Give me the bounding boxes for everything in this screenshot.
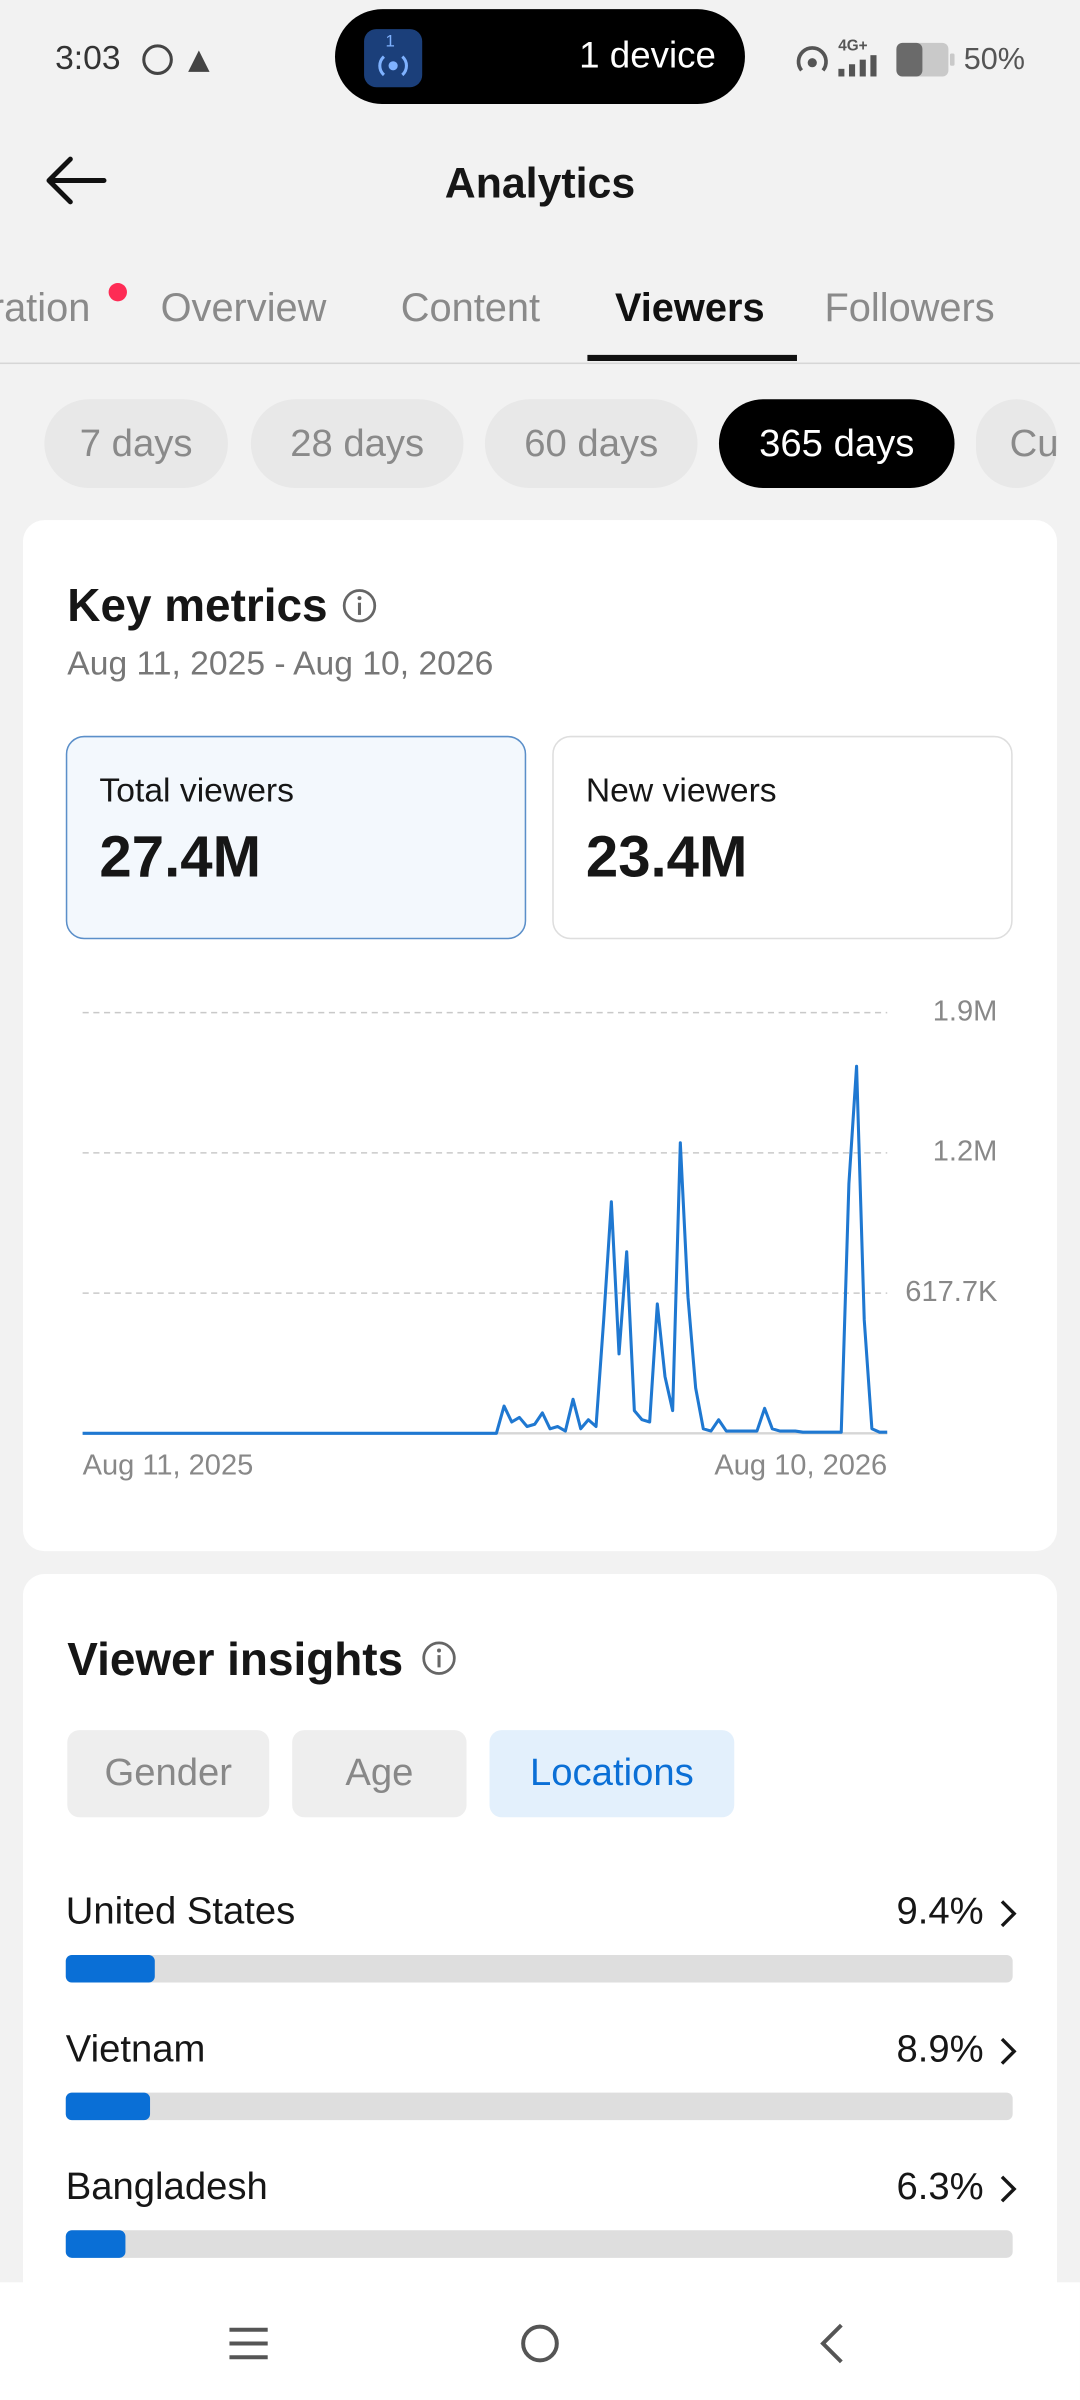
- metric-card[interactable]: [552, 735, 1013, 940]
- battery-level: 50%: [963, 42, 1025, 77]
- section-title: Viewer insights: [67, 1635, 404, 1686]
- tab[interactable]: Overview: [160, 284, 327, 331]
- y-tick-label: 1.9M: [933, 995, 998, 1027]
- metric-card[interactable]: [65, 735, 527, 940]
- location-name: Bangladesh: [66, 2165, 268, 2208]
- section-title: Key metrics: [67, 581, 328, 632]
- info-icon[interactable]: [421, 1640, 458, 1677]
- status-icons: [142, 44, 210, 75]
- data-line: [82, 1064, 888, 1435]
- menu-button[interactable]: [229, 2327, 268, 2360]
- filter-button[interactable]: Gender: [67, 1730, 270, 1818]
- island-text: 1 device: [579, 35, 716, 77]
- tab-divider: [0, 362, 1080, 365]
- hotspot-icon: [796, 46, 828, 72]
- back-button[interactable]: [43, 153, 110, 208]
- bar-track: [65, 2092, 1013, 2121]
- battery-icon: [896, 42, 955, 77]
- location-percent: 8.9%: [896, 2027, 983, 2070]
- location-name: Vietnam: [66, 2027, 206, 2070]
- bar-track: [65, 1954, 1013, 1983]
- chevron[interactable]: [1000, 2175, 1017, 2203]
- chevron[interactable]: [1000, 2037, 1017, 2065]
- period-pill[interactable]: Cu: [975, 399, 1058, 488]
- metric-value: 27.4M: [99, 826, 262, 891]
- filter-button[interactable]: Locations: [489, 1730, 735, 1818]
- period-pill[interactable]: 365 days: [718, 399, 955, 488]
- period-pill[interactable]: 28 days: [250, 399, 464, 488]
- home-button[interactable]: [521, 2324, 559, 2363]
- filter-button[interactable]: Age: [292, 1730, 467, 1818]
- tab[interactable]: Content: [400, 284, 541, 331]
- period-pill[interactable]: 7 days: [44, 399, 228, 488]
- page-title: Analytics: [444, 159, 636, 207]
- y-tick-label: 617.7K: [905, 1276, 998, 1308]
- key-metrics-card: [22, 520, 1058, 1552]
- island-badge: [364, 29, 423, 88]
- tab[interactable]: ration: [0, 284, 91, 331]
- nav-icons: [229, 2323, 843, 2364]
- bar-track: [65, 2230, 1013, 2258]
- notification-dot: [108, 282, 127, 302]
- chevron[interactable]: [1000, 1900, 1017, 1928]
- y-tick-label: 1.2M: [933, 1136, 998, 1168]
- status-time: 3:03: [55, 38, 121, 77]
- island-badge-text: 1: [385, 32, 395, 52]
- nav-bar: [0, 2282, 1080, 2400]
- metric-value: 23.4M: [585, 826, 748, 891]
- signal-icon: [838, 55, 877, 77]
- x-tick-label: Aug 10, 2026: [714, 1450, 887, 1482]
- tab[interactable]: Viewers: [614, 284, 765, 331]
- bar: [65, 2092, 151, 2121]
- location-name: United States: [66, 1890, 296, 1933]
- broadcast-icon: [378, 55, 408, 77]
- location-percent: 6.3%: [896, 2165, 983, 2208]
- back-nav-button[interactable]: [820, 2323, 843, 2364]
- period-pill[interactable]: 60 days: [484, 399, 698, 488]
- bar: [65, 1954, 155, 1983]
- network-type: 4G+: [838, 38, 868, 56]
- metric-label: New viewers: [585, 770, 777, 810]
- x-tick-label: Aug 11, 2025: [83, 1450, 254, 1482]
- viewer-insights-card: [22, 1574, 1058, 2400]
- tab-indicator: [587, 354, 797, 362]
- tab[interactable]: Followers: [824, 284, 995, 331]
- date-range: Aug 11, 2025 - Aug 10, 2026: [67, 644, 494, 683]
- info-icon[interactable]: [341, 587, 378, 624]
- bar: [65, 2230, 126, 2258]
- location-percent: 9.4%: [896, 1890, 983, 1933]
- metric-label: Total viewers: [99, 770, 294, 810]
